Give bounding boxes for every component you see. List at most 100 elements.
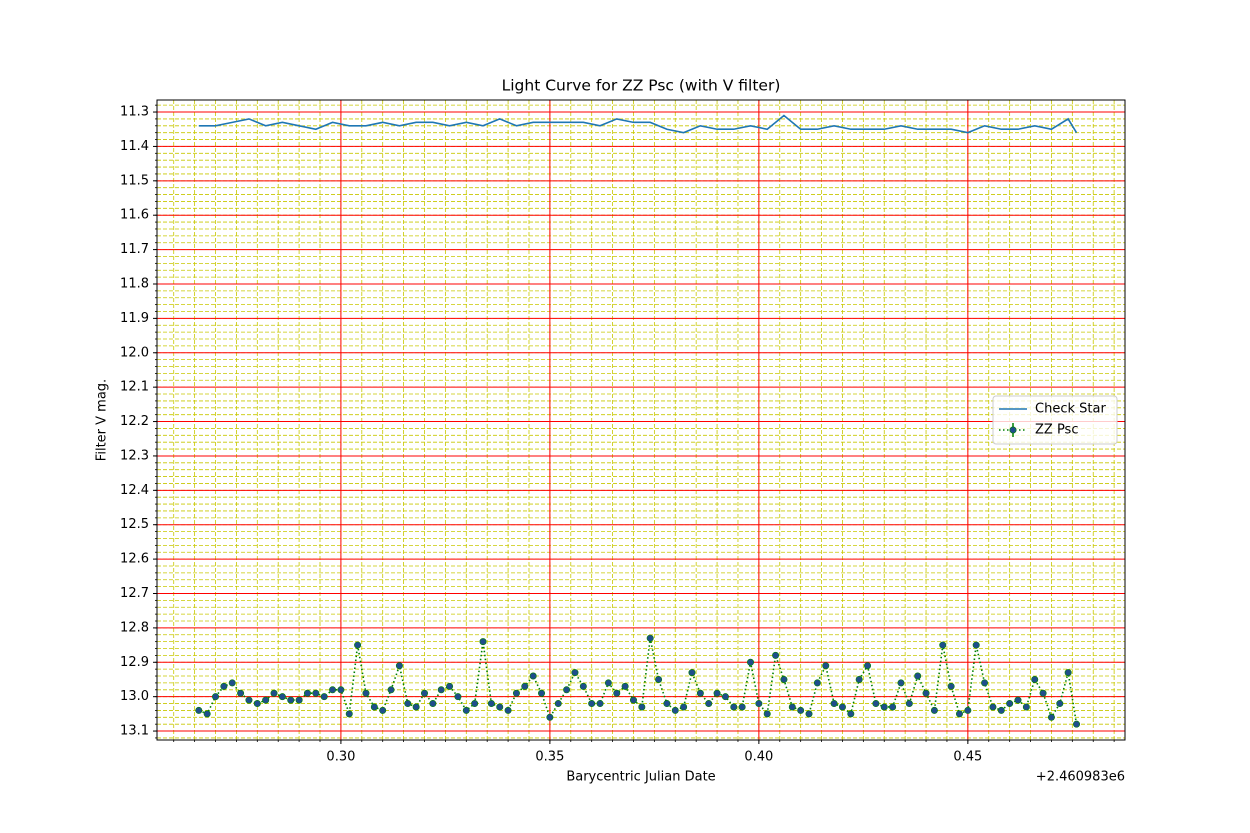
- marker: [287, 696, 295, 704]
- x-tick-label: 0.45: [953, 750, 982, 765]
- marker: [621, 682, 629, 690]
- marker: [772, 651, 780, 659]
- marker: [320, 693, 328, 701]
- marker: [220, 682, 228, 690]
- marker: [504, 706, 512, 714]
- marker: [588, 700, 596, 708]
- y-tick-label: 12.9: [120, 655, 149, 670]
- marker: [262, 696, 270, 704]
- marker: [596, 700, 604, 708]
- marker: [1039, 689, 1047, 697]
- marker: [997, 706, 1005, 714]
- marker: [972, 641, 980, 649]
- marker: [721, 693, 729, 701]
- legend-marker: [1009, 426, 1017, 434]
- marker: [337, 686, 345, 694]
- marker: [930, 706, 938, 714]
- marker: [914, 672, 922, 680]
- marker: [563, 686, 571, 694]
- marker: [671, 706, 679, 714]
- marker: [838, 703, 846, 711]
- marker: [487, 700, 495, 708]
- y-tick-label: 11.5: [120, 173, 149, 188]
- marker: [404, 700, 412, 708]
- marker: [462, 706, 470, 714]
- marker: [329, 686, 337, 694]
- marker: [905, 700, 913, 708]
- marker: [412, 703, 420, 711]
- plot-frame: [156, 99, 1126, 741]
- marker: [253, 700, 261, 708]
- marker: [855, 675, 863, 683]
- x-tick-label: 0.40: [744, 750, 773, 765]
- marker: [529, 672, 537, 680]
- marker: [479, 638, 487, 646]
- marker: [947, 682, 955, 690]
- y-tick-label: 11.8: [120, 276, 149, 291]
- marker: [379, 706, 387, 714]
- marker: [387, 686, 395, 694]
- x-tick-label: 0.30: [326, 750, 355, 765]
- marker: [538, 689, 546, 697]
- marker: [471, 700, 479, 708]
- marker: [212, 693, 220, 701]
- marker: [805, 710, 813, 718]
- marker: [370, 703, 378, 711]
- marker: [763, 710, 771, 718]
- marker: [613, 689, 621, 697]
- y-tick-label: 12.6: [120, 552, 149, 567]
- marker: [454, 693, 462, 701]
- marker: [889, 703, 897, 711]
- y-axis-label: Filter V mag.: [95, 379, 110, 461]
- marker: [420, 689, 428, 697]
- marker: [437, 686, 445, 694]
- y-tick-label: 11.6: [120, 208, 149, 223]
- marker: [604, 679, 612, 687]
- legend-label: Check Star: [1035, 402, 1106, 417]
- marker: [680, 703, 688, 711]
- marker: [813, 679, 821, 687]
- marker: [981, 679, 989, 687]
- marker: [1031, 675, 1039, 683]
- y-tick-label: 12.5: [120, 517, 149, 532]
- marker: [395, 662, 403, 670]
- marker: [496, 703, 504, 711]
- marker: [822, 662, 830, 670]
- legend-box: [992, 395, 1118, 445]
- marker: [203, 710, 211, 718]
- marker: [939, 641, 947, 649]
- y-tick-label: 11.4: [120, 139, 149, 154]
- marker: [195, 706, 203, 714]
- marker: [554, 700, 562, 708]
- marker: [245, 696, 253, 704]
- y-tick-label: 12.4: [120, 483, 149, 498]
- y-tick-label: 12.7: [120, 586, 149, 601]
- marker: [579, 682, 587, 690]
- marker: [730, 703, 738, 711]
- y-tick-label: 12.1: [120, 380, 149, 395]
- marker: [738, 703, 746, 711]
- marker: [989, 703, 997, 711]
- marker: [270, 689, 278, 697]
- marker: [755, 700, 763, 708]
- marker: [663, 700, 671, 708]
- x-offset-label: +2.460983e6: [1036, 770, 1125, 785]
- marker: [354, 641, 362, 649]
- marker: [1022, 703, 1030, 711]
- marker: [713, 689, 721, 697]
- marker: [446, 682, 454, 690]
- x-tick-label: 0.35: [535, 750, 564, 765]
- marker: [1006, 700, 1014, 708]
- y-tick-label: 11.3: [120, 105, 149, 120]
- y-tick-label: 11.9: [120, 311, 149, 326]
- marker: [955, 710, 963, 718]
- marker: [429, 700, 437, 708]
- series-line: [198, 114, 1078, 134]
- y-tick-label: 13.1: [120, 724, 149, 739]
- x-axis-label: Barycentric Julian Date: [566, 770, 715, 785]
- marker: [705, 700, 713, 708]
- marker: [546, 713, 554, 721]
- marker: [1014, 696, 1022, 704]
- marker: [830, 700, 838, 708]
